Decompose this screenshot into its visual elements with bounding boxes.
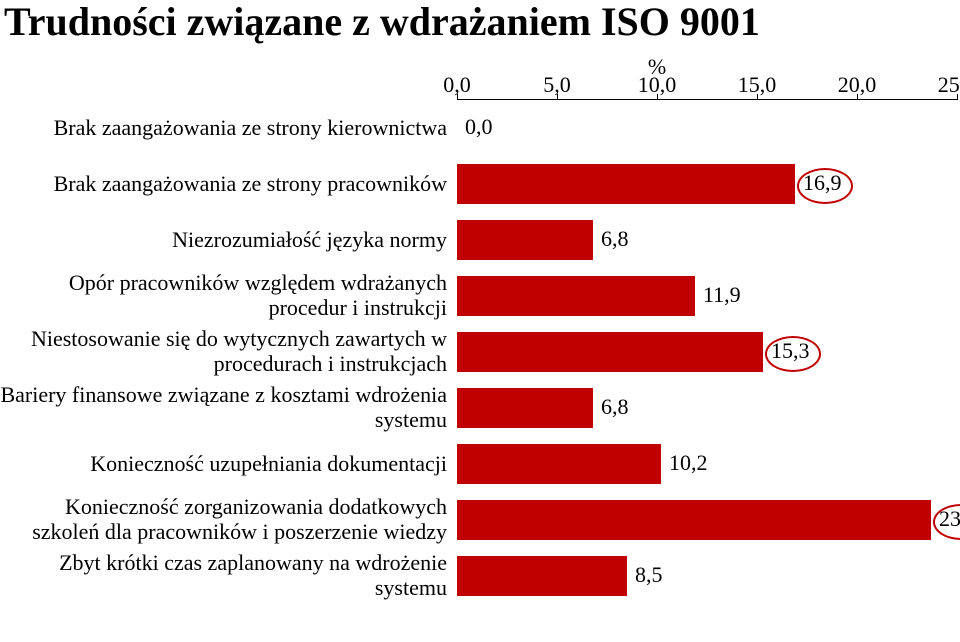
category-label: Niestosowanie się do wytycznych zawartyc… [0,324,457,380]
value-label: 8,5 [635,562,663,588]
x-tick-mark [957,94,958,100]
chart-row: Opór pracowników względem wdrażanych pro… [0,268,960,324]
page-title: Trudności związane z wdrażaniem ISO 9001 [0,0,960,44]
category-label: Brak zaangażowania ze strony pracowników [0,156,457,212]
value-label: 6,8 [601,226,629,252]
plot-cell: 11,9 [457,268,957,324]
bar [457,388,593,428]
category-label: Konieczność zorganizowania dodatkowych s… [0,492,457,548]
value-label: 10,2 [669,450,708,476]
chart-row: Brak zaangażowania ze strony kierownictw… [0,100,960,156]
category-label: Niezrozumiałość języka normy [0,212,457,268]
axis-spacer [0,60,457,100]
category-label: Brak zaangażowania ze strony kierownictw… [0,100,457,156]
axis-row: %0,05,010,015,020,025,0 [0,60,960,100]
bar [457,444,661,484]
bar [457,332,763,372]
value-label: 11,9 [703,282,741,308]
chart-row: Konieczność uzupełniania dokumentacji 10,… [0,436,960,492]
chart-row: Niestosowanie się do wytycznych zawartyc… [0,324,960,380]
bar [457,556,627,596]
plot-cell: 6,8 [457,212,957,268]
plot-cell: 8,5 [457,548,957,604]
plot-cell: 15,3 [457,324,957,380]
plot-cell: 0,0 [457,100,957,156]
value-label: 0,0 [465,114,493,140]
chart-row: Bariery finansowe związane z kosztami wd… [0,380,960,436]
bar-chart: %0,05,010,015,020,025,0 Brak zaangażowan… [0,60,960,604]
category-label: Bariery finansowe związane z kosztami wd… [0,380,457,436]
category-label: Zbyt krótki czas zaplanowany na wdrożeni… [0,548,457,604]
plot-cell: 10,2 [457,436,957,492]
plot-cell: 23,7 [457,492,957,548]
value-label: 23,7 [939,506,960,532]
bar [457,276,695,316]
category-label: Opór pracowników względem wdrażanych pro… [0,268,457,324]
chart-row: Konieczność zorganizowania dodatkowych s… [0,492,960,548]
bar [457,164,795,204]
plot-cell: 16,9 [457,156,957,212]
chart-row: Brak zaangażowania ze strony pracowników… [0,156,960,212]
value-label: 15,3 [771,338,810,364]
value-label: 6,8 [601,394,629,420]
bar [457,220,593,260]
plot-cell: 6,8 [457,380,957,436]
bar [457,500,931,540]
chart-row: Zbyt krótki czas zaplanowany na wdrożeni… [0,548,960,604]
chart-row: Niezrozumiałość języka normy 6,8 [0,212,960,268]
category-label: Konieczność uzupełniania dokumentacji [0,436,457,492]
axis-plot-area: %0,05,010,015,020,025,0 [457,60,957,100]
value-label: 16,9 [803,170,842,196]
